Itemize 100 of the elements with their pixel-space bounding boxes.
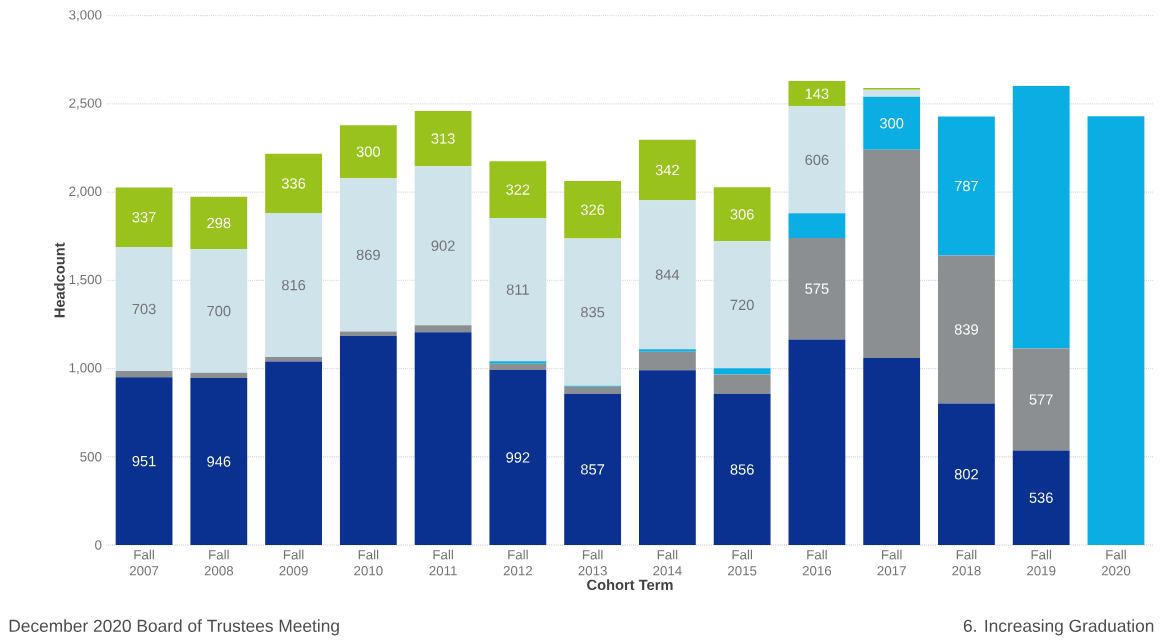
bar [938, 116, 995, 256]
y-tick-label: 2,000 [69, 186, 102, 198]
bar [788, 237, 846, 340]
data-label: 143 [805, 88, 829, 99]
y-tick-label: 1,000 [69, 363, 102, 375]
text: December 2020 Board of Trustees Meeting [9, 619, 339, 636]
bar [339, 125, 397, 179]
bar [863, 96, 921, 150]
x-tick-label: Fall 2018 [952, 549, 981, 576]
y-tick-label: 3,000 [69, 10, 102, 22]
bar [638, 349, 696, 352]
bar [115, 187, 173, 247]
data-label: 816 [281, 279, 306, 291]
data-label: 856 [730, 464, 754, 475]
data-label: 313 [431, 133, 455, 144]
data-label: 844 [655, 269, 680, 280]
bar [339, 331, 397, 336]
data-label: 720 [730, 299, 754, 311]
bar [638, 351, 696, 371]
x-tick-label: Fall 2012 [503, 549, 533, 576]
x-axis-title: Cohort Term [587, 579, 673, 591]
bar [339, 335, 397, 545]
data-label: 992 [506, 452, 530, 463]
data-label: 802 [954, 469, 978, 480]
bar [863, 357, 921, 545]
x-tick-label: Fall 2014 [653, 549, 682, 576]
bar [115, 377, 173, 545]
x-tick-label: Fall 2008 [204, 549, 234, 576]
bar [115, 371, 173, 378]
x-tick-label: Fall 2016 [802, 549, 832, 576]
bar [1012, 85, 1070, 349]
y-tick-label: 2,500 [69, 98, 102, 110]
data-label: 337 [132, 212, 156, 223]
bar [339, 178, 397, 332]
text: 6. Increasing Graduation [963, 619, 1154, 636]
bar [115, 246, 173, 372]
y-axis-title: Headcount [54, 242, 65, 318]
data-label: 300 [356, 146, 380, 157]
bar [638, 139, 696, 201]
bar [938, 403, 995, 545]
data-label: 298 [207, 217, 231, 229]
bar [414, 110, 472, 167]
y-tick-label: 500 [80, 452, 102, 462]
bar [1087, 116, 1145, 545]
bar [938, 255, 995, 404]
data-label: 336 [281, 178, 306, 189]
data-label: 787 [954, 180, 978, 192]
data-label: 946 [207, 456, 231, 467]
bar [489, 369, 547, 545]
bar [713, 374, 771, 394]
data-label: 326 [580, 204, 605, 215]
x-tick-label: Fall 2007 [129, 549, 159, 576]
data-label: 700 [207, 305, 231, 317]
data-label: 951 [132, 455, 156, 467]
bar [414, 325, 472, 333]
bar [489, 161, 547, 219]
x-tick-label: Fall 2020 [1101, 549, 1131, 576]
bar [863, 89, 921, 97]
data-label: 342 [655, 164, 679, 176]
bar [265, 357, 322, 362]
data-label: 575 [805, 283, 829, 294]
y-tick-label: 1,500 [69, 274, 102, 286]
data-label: 577 [1029, 394, 1053, 405]
data-label: 869 [356, 249, 380, 261]
data-label: 703 [132, 303, 156, 315]
x-tick-label: Fall 2010 [354, 549, 383, 576]
bar [638, 200, 696, 350]
bar [489, 218, 547, 362]
data-label: 300 [880, 118, 904, 129]
bar [713, 187, 771, 242]
data-label: 857 [581, 464, 605, 475]
x-tick-label: Fall 2017 [877, 549, 906, 576]
bar [414, 332, 472, 545]
bar [564, 180, 622, 239]
bar [863, 149, 921, 358]
bar [1012, 450, 1070, 545]
bar [265, 153, 322, 214]
bar [190, 249, 248, 373]
data-label: 536 [1029, 492, 1053, 503]
bar [1012, 348, 1070, 451]
bar [788, 339, 846, 545]
y-tick-label: 0 [95, 540, 102, 550]
bar [489, 361, 547, 364]
bar [190, 372, 248, 379]
data-label: 322 [506, 184, 530, 195]
bar [638, 370, 696, 545]
bar [190, 378, 248, 545]
bar [713, 368, 771, 375]
bar [265, 361, 322, 545]
data-label: 606 [805, 154, 829, 166]
data-label: 811 [506, 284, 529, 295]
data-label: 839 [954, 324, 978, 335]
data-label: 902 [431, 240, 455, 251]
bar [564, 393, 622, 545]
bar [265, 213, 322, 358]
bar [190, 196, 248, 250]
bar [489, 363, 547, 370]
bar [788, 106, 846, 214]
bar [713, 241, 771, 369]
bar [713, 393, 771, 545]
